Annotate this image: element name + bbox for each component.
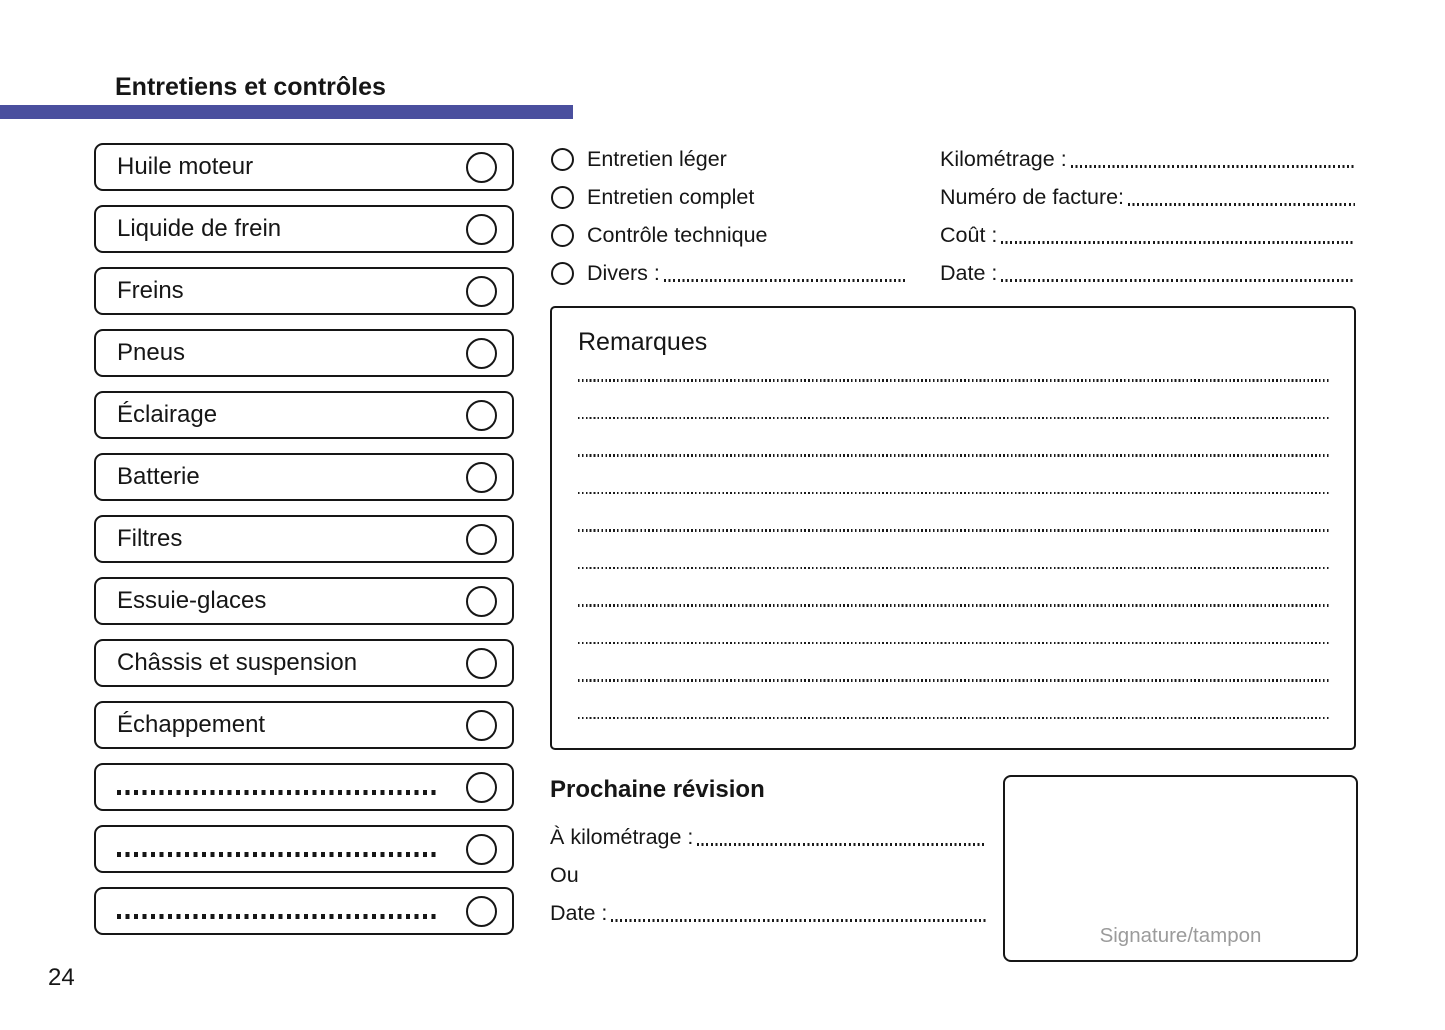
blank-entry-line[interactable] [117,913,440,919]
service-option: Contrôle technique [551,216,906,254]
form-field-label: Coût : [940,222,998,247]
check-circle[interactable] [466,647,497,679]
check-circle[interactable] [466,399,497,431]
check-circle[interactable] [466,461,497,493]
remarks-writing-line[interactable] [578,641,1330,644]
radio-circle[interactable] [551,185,574,209]
checklist-row: Essuie-glaces [94,577,514,625]
service-type-options: Entretien léger Entretien complet Contrô… [551,140,906,292]
check-circle[interactable] [466,275,497,307]
remarks-writing-line[interactable] [578,716,1330,719]
checklist-row: Huile moteur [94,143,514,191]
next-service-section: Prochaine révision À kilométrage : Ou Da… [550,776,986,932]
form-field-label: Ou [550,862,579,887]
form-field: Date : [550,894,986,932]
checklist-row [94,825,514,873]
fill-in-line[interactable] [663,278,906,282]
check-circle[interactable] [466,585,497,617]
check-circle[interactable] [466,771,497,803]
form-field: Coût : [940,216,1355,254]
checklist-row: Batterie [94,453,514,501]
checklist-item-label: Essuie-glaces [117,587,267,614]
blank-entry-line[interactable] [117,789,440,795]
checklist-item-label: Châssis et suspension [117,649,358,676]
checklist-row: Échappement [94,701,514,749]
check-circle[interactable] [466,151,497,183]
next-service-title: Prochaine révision [550,776,765,803]
checklist-item-label: Liquide de frein [117,215,282,242]
page-title: Entretiens et contrôles [115,73,386,101]
page-number: 24 [48,964,75,991]
checklist-item-label: Freins [117,277,184,304]
service-option: Divers : [551,254,906,292]
form-field: Kilométrage : [940,140,1355,178]
check-circle[interactable] [466,895,497,927]
remarks-writing-line[interactable] [578,491,1330,494]
form-field: Numéro de facture: [940,178,1355,216]
checklist-row: Filtres [94,515,514,563]
radio-circle[interactable] [551,147,574,171]
signature-label: Signature/tampon [1099,924,1262,947]
service-option-label: Divers : [587,260,660,285]
check-circle[interactable] [466,523,497,555]
fill-in-line[interactable] [1128,202,1355,206]
form-field-label: Numéro de facture: [940,184,1125,209]
checklist-item-label: Filtres [117,525,183,552]
form-field: Ou [550,856,986,894]
fill-in-line[interactable] [1070,164,1355,168]
fill-in-line[interactable] [697,842,986,846]
service-option-label: Entretien complet [587,184,755,209]
service-option-label: Contrôle technique [587,222,768,247]
checklist-row: Éclairage [94,391,514,439]
remarks-writing-line[interactable] [578,454,1330,457]
check-circle[interactable] [466,833,497,865]
check-circle[interactable] [466,213,497,245]
form-field-label: Date : [550,900,608,925]
form-field-label: Kilométrage : [940,146,1067,171]
blank-entry-line[interactable] [117,851,440,857]
signature-box[interactable]: Signature/tampon [1003,775,1358,962]
checklist-row: Freins [94,267,514,315]
invoice-fields: Kilométrage : Numéro de facture: Coût : … [940,140,1355,292]
next-service-fields: À kilométrage : Ou Date : [550,818,986,932]
remarks-writing-line[interactable] [578,529,1330,532]
fill-in-line[interactable] [1001,240,1355,244]
checklist-row [94,763,514,811]
checklist-item-label: Échappement [117,711,266,738]
accent-bar [0,105,573,119]
checklist-row: Liquide de frein [94,205,514,253]
form-field-label: Date : [940,260,998,285]
radio-circle[interactable] [551,261,574,285]
remarks-writing-line[interactable] [578,379,1330,382]
remarks-lines [578,379,1330,754]
checklist-item-label: Éclairage [117,401,218,428]
form-field-label: À kilométrage : [550,824,694,849]
fill-in-line[interactable] [611,918,986,922]
form-field: À kilométrage : [550,818,986,856]
checklist-item-label: Batterie [117,463,200,490]
service-option-label: Entretien léger [587,146,727,171]
remarks-writing-line[interactable] [578,416,1330,419]
check-circle[interactable] [466,709,497,741]
remarks-writing-line[interactable] [578,604,1330,607]
remarks-box: Remarques [550,306,1356,750]
remarks-writing-line[interactable] [578,566,1330,569]
checklist-row: Châssis et suspension [94,639,514,687]
checklist-item-label: Huile moteur [117,153,254,180]
service-option: Entretien complet [551,178,906,216]
fill-in-line[interactable] [1001,278,1355,282]
checklist: Huile moteur Liquide de frein Freins Pne… [94,143,514,949]
checklist-item-label: Pneus [117,339,186,366]
checklist-row: Pneus [94,329,514,377]
remarks-writing-line[interactable] [578,679,1330,682]
remarks-title: Remarques [578,328,708,356]
checklist-row [94,887,514,935]
radio-circle[interactable] [551,223,574,247]
check-circle[interactable] [466,337,497,369]
form-field: Date : [940,254,1355,292]
service-option: Entretien léger [551,140,906,178]
